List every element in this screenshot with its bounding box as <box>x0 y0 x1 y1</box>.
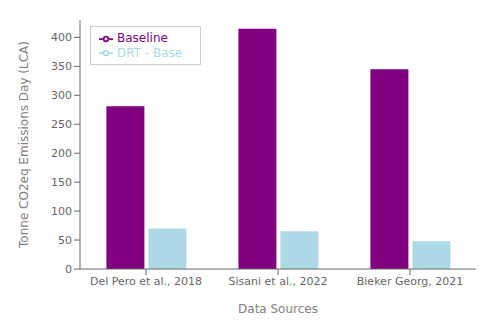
svg-text:50: 50 <box>58 234 72 247</box>
svg-text:0: 0 <box>65 263 72 276</box>
svg-text:200: 200 <box>51 147 72 160</box>
svg-text:350: 350 <box>51 60 72 73</box>
svg-text:400: 400 <box>51 31 72 44</box>
html-text:DRT - Base: DRT - Base <box>117 45 183 60</box>
svg-text:Bieker Georg, 2021: Bieker Georg, 2021 <box>357 275 463 288</box>
svg-text:Tonne CO2eq Emissions Day (LCA: Tonne CO2eq Emissions Day (LCA) <box>17 41 31 249</box>
svg-text:Data Sources: Data Sources <box>238 302 318 316</box>
svg-text:Sisani et al., 2022: Sisani et al., 2022 <box>229 275 328 288</box>
svg-text:150: 150 <box>51 176 72 189</box>
svg-text:100: 100 <box>51 205 72 218</box>
svg-text:300: 300 <box>51 89 72 102</box>
html-text:Baseline: Baseline <box>117 31 168 45</box>
svg-text:250: 250 <box>51 118 72 131</box>
svg-text:Del Pero et al., 2018: Del Pero et al., 2018 <box>90 275 202 288</box>
